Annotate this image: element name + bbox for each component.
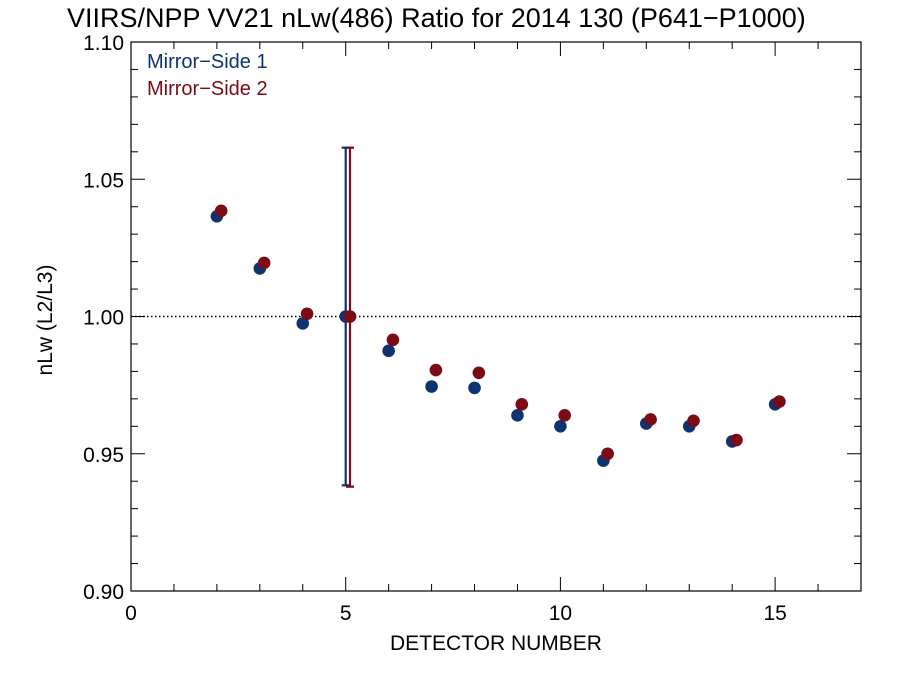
- y-tick-label: 0.95: [83, 444, 124, 467]
- data-point-series-1: [382, 344, 395, 358]
- data-points: [210, 204, 786, 467]
- y-axis-label: nLw (L2/L3): [34, 265, 57, 376]
- data-point-series-1: [425, 380, 438, 393]
- x-tick-label: 15: [763, 602, 786, 625]
- data-point-series-2: [257, 256, 271, 270]
- y-tick-label: 0.90: [83, 581, 124, 604]
- data-point-series-2: [730, 433, 743, 447]
- chart-title: VIIRS/NPP VV21 nLw(486) Ratio for 2014 1…: [67, 3, 806, 33]
- data-point-series-1: [554, 420, 567, 433]
- tick-labels: 0 5 10 15 0.90 0.95 1.00 1.05 1.10: [83, 32, 787, 625]
- y-tick-label: 1.00: [83, 307, 124, 330]
- data-point-series-2: [773, 395, 786, 408]
- x-tick-label: 10: [549, 602, 572, 625]
- x-tick-label: 5: [340, 602, 352, 625]
- data-point-series-1: [511, 409, 524, 422]
- data-point-series-2: [515, 398, 529, 411]
- data-point-series-1: [296, 317, 310, 330]
- x-axis-label: DETECTOR NUMBER: [390, 632, 602, 655]
- data-point-series-2: [558, 409, 572, 422]
- legend-item-mirror-side-2: Mirror−Side 2: [147, 78, 268, 100]
- data-point-series-1: [468, 381, 481, 395]
- y-tick-label: 1.10: [83, 32, 124, 55]
- y-tick-label: 1.05: [83, 169, 124, 192]
- legend-item-mirror-side-1: Mirror−Side 1: [147, 51, 268, 73]
- data-point-series-2: [472, 366, 486, 380]
- data-point-series-2: [687, 414, 700, 428]
- data-point-series-2: [644, 413, 657, 426]
- data-point-series-2: [343, 310, 357, 323]
- data-point-series-2: [214, 204, 228, 218]
- x-tick-label: 0: [125, 602, 137, 625]
- data-point-series-2: [300, 307, 314, 321]
- data-point-series-2: [601, 447, 614, 461]
- data-point-series-2: [386, 333, 400, 347]
- data-point-series-2: [429, 363, 443, 377]
